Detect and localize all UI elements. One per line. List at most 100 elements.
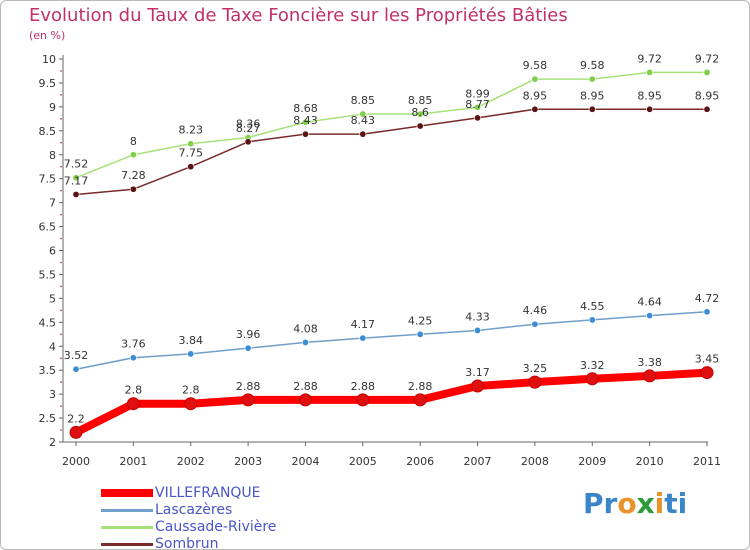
data-point bbox=[416, 330, 424, 338]
data-label: 3.38 bbox=[637, 356, 662, 369]
data-label: 3.17 bbox=[465, 366, 490, 379]
y-minor-tick bbox=[60, 189, 62, 192]
y-tick-label: 7 bbox=[49, 197, 56, 210]
logo-letter: i bbox=[654, 487, 665, 520]
data-point bbox=[646, 68, 654, 76]
x-tick-label: 2000 bbox=[62, 455, 90, 468]
legend-label: Caussade-Rivière bbox=[155, 519, 277, 535]
data-label: 8.85 bbox=[408, 94, 433, 107]
data-label: 4.55 bbox=[580, 300, 605, 313]
series-line bbox=[75, 71, 708, 179]
x-tick-label: 2004 bbox=[291, 455, 319, 468]
data-label: 7.52 bbox=[64, 158, 89, 171]
data-point bbox=[356, 393, 370, 407]
x-tick-label: 2010 bbox=[636, 455, 664, 468]
data-point bbox=[703, 308, 711, 316]
data-label: 4.17 bbox=[351, 318, 376, 331]
data-label: 3.25 bbox=[523, 362, 548, 375]
data-point bbox=[471, 379, 485, 393]
data-point bbox=[298, 393, 312, 407]
logo-letter: i bbox=[677, 487, 688, 520]
data-label: 4.46 bbox=[523, 304, 548, 317]
proxiti-logo: Proxiti bbox=[583, 487, 687, 520]
x-tick-label: 2003 bbox=[234, 455, 262, 468]
x-tick-label: 2007 bbox=[464, 455, 492, 468]
y-tick-label: 9.5 bbox=[39, 77, 57, 90]
data-label: 8.95 bbox=[580, 89, 605, 102]
data-point bbox=[703, 68, 711, 76]
data-point bbox=[416, 122, 424, 130]
x-tick-label: 2008 bbox=[521, 455, 549, 468]
data-point bbox=[588, 105, 596, 113]
data-label: 9.58 bbox=[580, 59, 605, 72]
y-minor-tick bbox=[60, 429, 62, 431]
data-label: 8.77 bbox=[465, 98, 490, 111]
data-label: 2.88 bbox=[408, 380, 433, 393]
data-label: 3.76 bbox=[121, 338, 146, 351]
y-tick-label: 8.5 bbox=[39, 125, 57, 138]
data-point bbox=[129, 185, 137, 193]
legend-swatch bbox=[101, 489, 153, 497]
data-label: 8.95 bbox=[637, 89, 662, 102]
data-point bbox=[531, 105, 539, 113]
data-point bbox=[129, 354, 137, 362]
data-point bbox=[700, 366, 714, 380]
y-tick-label: 9 bbox=[49, 101, 56, 114]
series-line bbox=[72, 368, 711, 437]
series-line bbox=[75, 311, 708, 370]
data-point bbox=[187, 163, 195, 171]
data-label: 8.23 bbox=[178, 124, 203, 137]
data-label: 8.43 bbox=[351, 114, 376, 127]
y-tick-label: 5 bbox=[49, 292, 56, 305]
y-minor-tick bbox=[60, 357, 62, 360]
y-tick-label: 6.5 bbox=[39, 221, 57, 234]
y-minor-tick bbox=[60, 165, 62, 168]
legend-label: Sombrun bbox=[155, 536, 219, 550]
data-label: 2.2 bbox=[67, 412, 85, 425]
data-point bbox=[474, 103, 482, 111]
data-point bbox=[359, 130, 367, 138]
data-label: 3.45 bbox=[695, 353, 720, 366]
data-point bbox=[72, 190, 80, 198]
data-point bbox=[72, 365, 80, 373]
data-point bbox=[129, 151, 137, 159]
data-point bbox=[72, 174, 80, 182]
data-point bbox=[531, 75, 539, 83]
data-point bbox=[416, 110, 424, 118]
logo-letter: o bbox=[617, 487, 637, 520]
data-point bbox=[301, 130, 309, 138]
x-tick-label: 2001 bbox=[119, 455, 147, 468]
data-label: 4.33 bbox=[465, 310, 490, 323]
y-minor-tick bbox=[60, 117, 62, 120]
x-tick-label: 2009 bbox=[578, 455, 606, 468]
y-minor-tick bbox=[60, 261, 62, 264]
data-point bbox=[413, 393, 427, 407]
data-point bbox=[244, 138, 252, 146]
data-point bbox=[187, 350, 195, 358]
data-label: 8.36 bbox=[236, 118, 261, 131]
data-label: 9.72 bbox=[695, 52, 720, 65]
data-point bbox=[187, 140, 195, 148]
data-point bbox=[703, 105, 711, 113]
data-label: 9.58 bbox=[523, 59, 548, 72]
data-point bbox=[474, 326, 482, 334]
data-point bbox=[359, 110, 367, 118]
data-label: 3.52 bbox=[64, 349, 89, 362]
y-tick-label: 2.5 bbox=[39, 412, 57, 425]
data-label: 4.25 bbox=[408, 314, 433, 327]
logo-letter: P bbox=[583, 487, 604, 520]
data-label: 8 bbox=[130, 135, 137, 148]
data-point bbox=[359, 334, 367, 342]
data-point bbox=[301, 338, 309, 346]
data-point bbox=[588, 75, 596, 83]
y-minor-tick bbox=[60, 141, 62, 144]
data-label: 8.6 bbox=[411, 106, 429, 119]
y-tick-label: 7.5 bbox=[39, 173, 57, 186]
logo-letter: x bbox=[636, 487, 655, 520]
data-label: 7.75 bbox=[178, 147, 203, 160]
data-label: 3.84 bbox=[178, 334, 203, 347]
data-point bbox=[531, 320, 539, 328]
y-minor-tick bbox=[60, 405, 62, 407]
data-label: 8.43 bbox=[293, 114, 318, 127]
